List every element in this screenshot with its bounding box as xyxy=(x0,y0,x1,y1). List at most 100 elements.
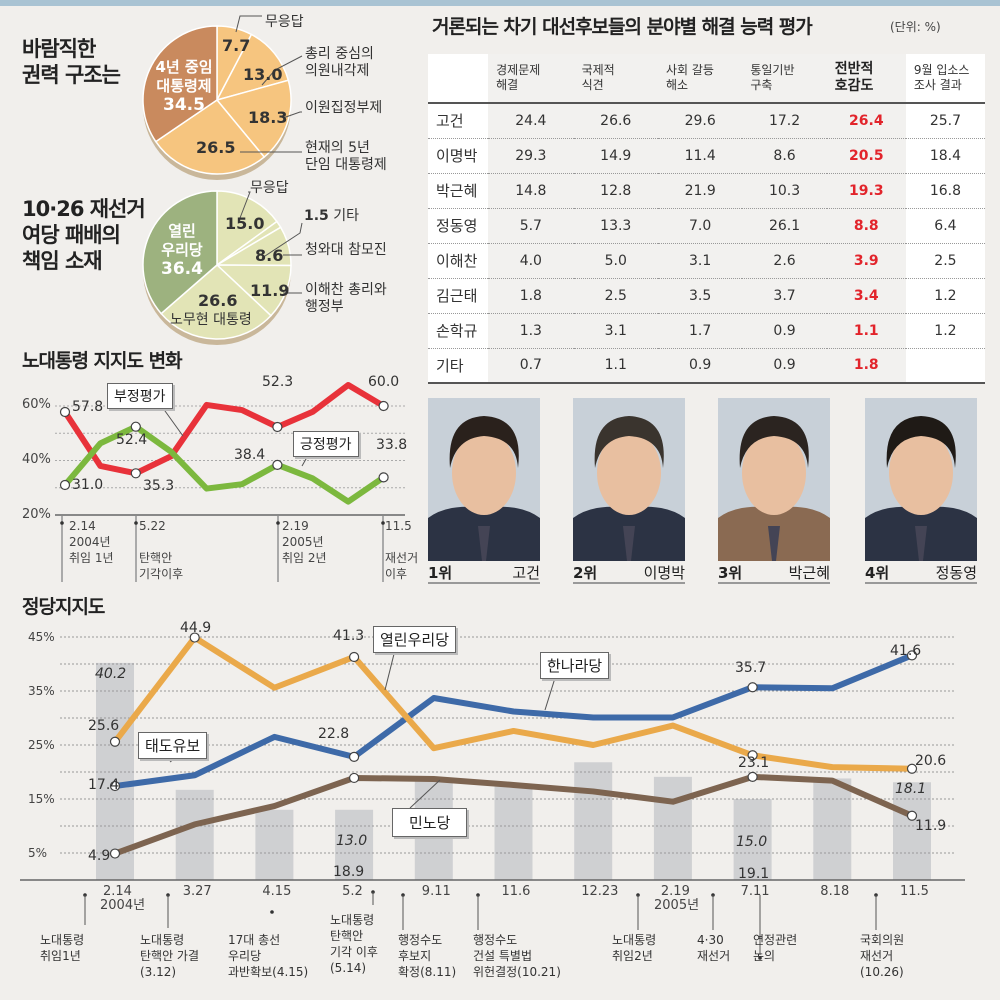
event-label: 국회의원 재선거 (10.26) xyxy=(860,933,905,979)
label-line: 의원내각제 xyxy=(305,63,370,79)
table-cell: 1.2 xyxy=(905,278,985,314)
data-point xyxy=(272,421,283,433)
pie2-value: 15.0 xyxy=(225,214,265,233)
x-line: 재선거 xyxy=(385,551,419,565)
header-line: 해결 xyxy=(496,78,519,92)
table-title: 거론되는 차기 대선후보들의 분야별 해결 능력 평가 xyxy=(432,16,813,38)
rank-label: 4위 xyxy=(865,564,890,582)
event-label: 행정수도 후보지 확정(8.11) xyxy=(398,933,457,979)
minno-value-label: 11.9 xyxy=(915,818,947,834)
uri-value-label: 25.6 xyxy=(88,718,120,734)
table-cell: 8.6 xyxy=(742,138,827,174)
x-label: 11.5 재선거 이후 xyxy=(385,518,418,582)
table-cell: 5.0 xyxy=(573,243,658,279)
pie2-title: 10·26 재선거 여당 패배의 책임 소재 xyxy=(22,196,146,274)
data-point xyxy=(59,406,71,418)
pie2-label-president: 노무현 대통령 xyxy=(170,312,252,328)
header-line: 9월 입소스 xyxy=(913,63,970,77)
pos-value-label: 33.8 xyxy=(376,437,408,453)
uri-line xyxy=(112,634,913,772)
header-line: 구축 xyxy=(750,78,773,92)
pie2-slice xyxy=(160,263,273,340)
x-line: 2005년 xyxy=(282,535,324,549)
pie1-value: 13.0 xyxy=(243,65,283,84)
pie1-slice xyxy=(154,98,266,175)
leader-line xyxy=(282,111,302,119)
pie2-title-line: 10·26 재선거 xyxy=(22,197,146,221)
table-row: 이명박 29.3 14.9 11.4 8.6 20.5 18.4 xyxy=(428,138,985,174)
table-row: 이해찬 4.0 5.0 3.1 2.6 3.9 2.5 xyxy=(428,243,985,279)
candidate-name: 손학규 xyxy=(428,313,489,349)
pie2-value: 26.6 xyxy=(198,291,238,310)
x-date-label: 8.18 xyxy=(820,884,850,899)
data-point xyxy=(747,750,758,761)
minno-line xyxy=(113,773,914,857)
pie2-title-line: 책임 소재 xyxy=(22,249,103,273)
table-row: 박근혜 14.8 12.8 21.9 10.3 19.3 16.8 xyxy=(428,173,985,209)
header-line: 조사 결과 xyxy=(913,78,962,92)
table-cell xyxy=(905,348,985,384)
undecided-bar xyxy=(96,662,134,880)
neg-value-label: 60.0 xyxy=(368,374,400,390)
undecided-bar xyxy=(335,809,374,880)
event-label: 4·30 재선거 xyxy=(697,933,731,963)
x-line: 기각이후 xyxy=(139,567,184,581)
header-cell: 9월 입소스 조사 결과 xyxy=(905,54,985,104)
data-point xyxy=(349,772,360,784)
table-row: 손학규 1.3 3.1 1.7 0.9 1.1 1.2 xyxy=(428,313,985,349)
table-cell: 3.5 xyxy=(657,278,743,314)
data-point xyxy=(109,736,121,747)
x-date-label: 12.23 xyxy=(581,884,619,899)
header-line: 국제적 xyxy=(581,63,615,77)
table-cell: 2.6 xyxy=(742,243,827,279)
data-point xyxy=(378,400,389,412)
event-dot xyxy=(270,910,274,914)
candidate-table: 경제문제 해결 국제적 식견 사회 갈등 해소 통일기반 구축 전반적 호감도 9월 입소… xyxy=(428,54,985,384)
label-line: 4년 중임 xyxy=(155,58,213,76)
pie1-title: 바람직한 권력 구조는 xyxy=(22,36,121,88)
minno-value-label: 18.9 xyxy=(333,864,365,880)
event-label: 연정관련 논의 xyxy=(753,933,798,963)
table-cell: 29.3 xyxy=(488,138,574,174)
person-portrait-icon xyxy=(865,416,977,561)
neg-value-label: 35.3 xyxy=(143,478,175,494)
table-cell: 14.8 xyxy=(488,173,574,209)
event-label: 노대통령 취임1년 xyxy=(40,933,85,963)
x-label: 5.22 탄핵안 기각이후 xyxy=(139,518,183,582)
minno-value-label: 4.9 xyxy=(88,848,111,864)
data-point xyxy=(378,472,389,483)
uri-value-label: 41.3 xyxy=(333,628,365,644)
candidate-name: 고건 xyxy=(428,103,489,139)
pie1-slice xyxy=(215,33,290,102)
table-cell: 1.8 xyxy=(826,348,906,384)
data-point xyxy=(349,751,360,762)
undecided-bar xyxy=(494,786,533,880)
pie1-value: 34.5 xyxy=(163,95,205,115)
pie1-label-4yr: 4년 중임 대통령제 34.5 xyxy=(148,58,220,115)
table-cell: 1.2 xyxy=(905,313,985,349)
data-point xyxy=(59,479,71,491)
pie1-label-current: 현재의 5년 단임 대통령제 xyxy=(305,140,387,174)
year-label: 2004년 xyxy=(100,898,146,913)
pie2-value: 1.5 xyxy=(304,208,329,224)
x-label: 2.19 2005년 취임 2년 xyxy=(282,518,327,566)
data-point xyxy=(906,810,918,821)
y-tick: 60% xyxy=(22,397,51,412)
bars-value-label: 40.2 xyxy=(95,666,127,682)
table-cell: 25.7 xyxy=(905,103,985,139)
pos-value-label: 52.4 xyxy=(116,432,148,448)
table-cell: 3.9 xyxy=(826,243,906,279)
callout-pointer xyxy=(159,403,184,437)
positive-legend-callout: 긍정평가 xyxy=(293,431,359,457)
x-tick-dot xyxy=(381,521,385,525)
table-cell: 14.9 xyxy=(573,138,658,174)
pie1-label-dual-exec: 이원집정부제 xyxy=(305,100,383,116)
table-cell: 6.4 xyxy=(905,208,985,244)
table-cell: 20.5 xyxy=(826,138,906,174)
header-blank xyxy=(428,54,489,104)
x-tick-dot xyxy=(276,521,280,525)
table-cell: 4.0 xyxy=(488,243,574,279)
uri-value-label: 44.9 xyxy=(180,620,212,636)
